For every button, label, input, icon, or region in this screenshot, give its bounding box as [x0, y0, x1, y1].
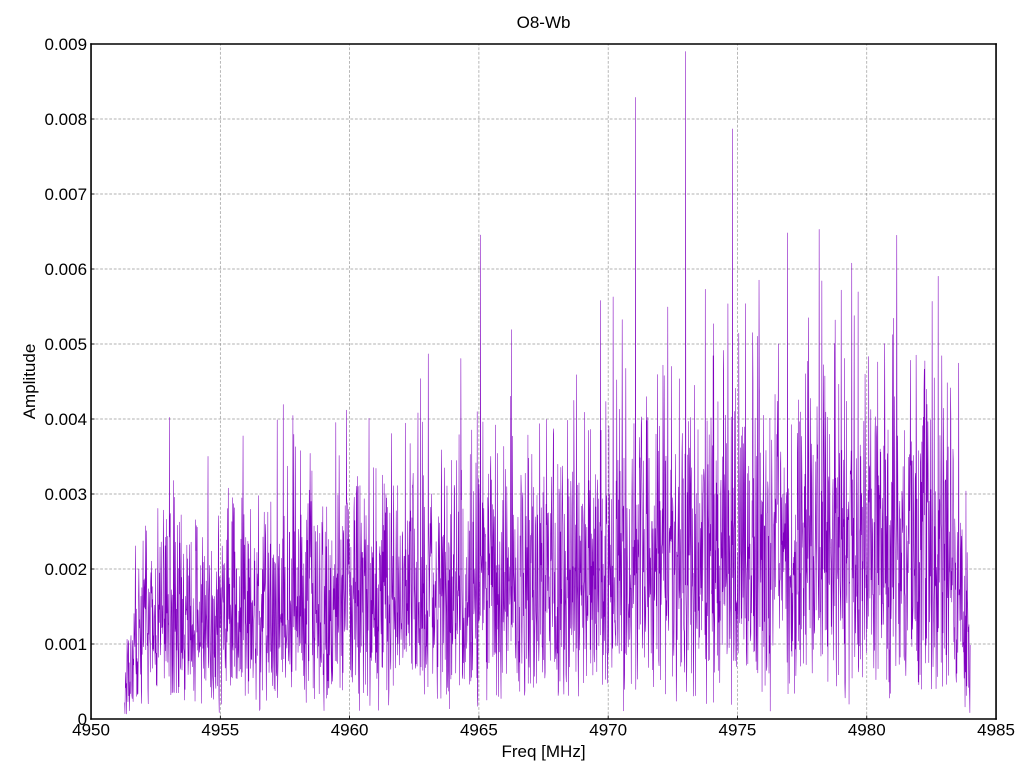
svg-text:0.008: 0.008 — [44, 110, 87, 129]
svg-text:0.001: 0.001 — [44, 635, 87, 654]
svg-text:Freq [MHz]: Freq [MHz] — [502, 742, 586, 761]
svg-text:Amplitude: Amplitude — [20, 344, 39, 420]
svg-text:4960: 4960 — [331, 720, 369, 739]
svg-text:4980: 4980 — [848, 720, 886, 739]
svg-text:0.002: 0.002 — [44, 560, 87, 579]
svg-text:0.004: 0.004 — [44, 410, 87, 429]
svg-text:0.003: 0.003 — [44, 485, 87, 504]
svg-text:O8-Wb: O8-Wb — [517, 13, 571, 32]
svg-text:0: 0 — [78, 710, 87, 729]
svg-text:4955: 4955 — [201, 720, 239, 739]
svg-text:0.005: 0.005 — [44, 335, 87, 354]
svg-text:4975: 4975 — [719, 720, 757, 739]
svg-text:0.009: 0.009 — [44, 35, 87, 54]
svg-text:0.007: 0.007 — [44, 185, 87, 204]
svg-text:0.006: 0.006 — [44, 260, 87, 279]
svg-text:4965: 4965 — [460, 720, 498, 739]
svg-text:4970: 4970 — [589, 720, 627, 739]
svg-text:4985: 4985 — [977, 720, 1015, 739]
